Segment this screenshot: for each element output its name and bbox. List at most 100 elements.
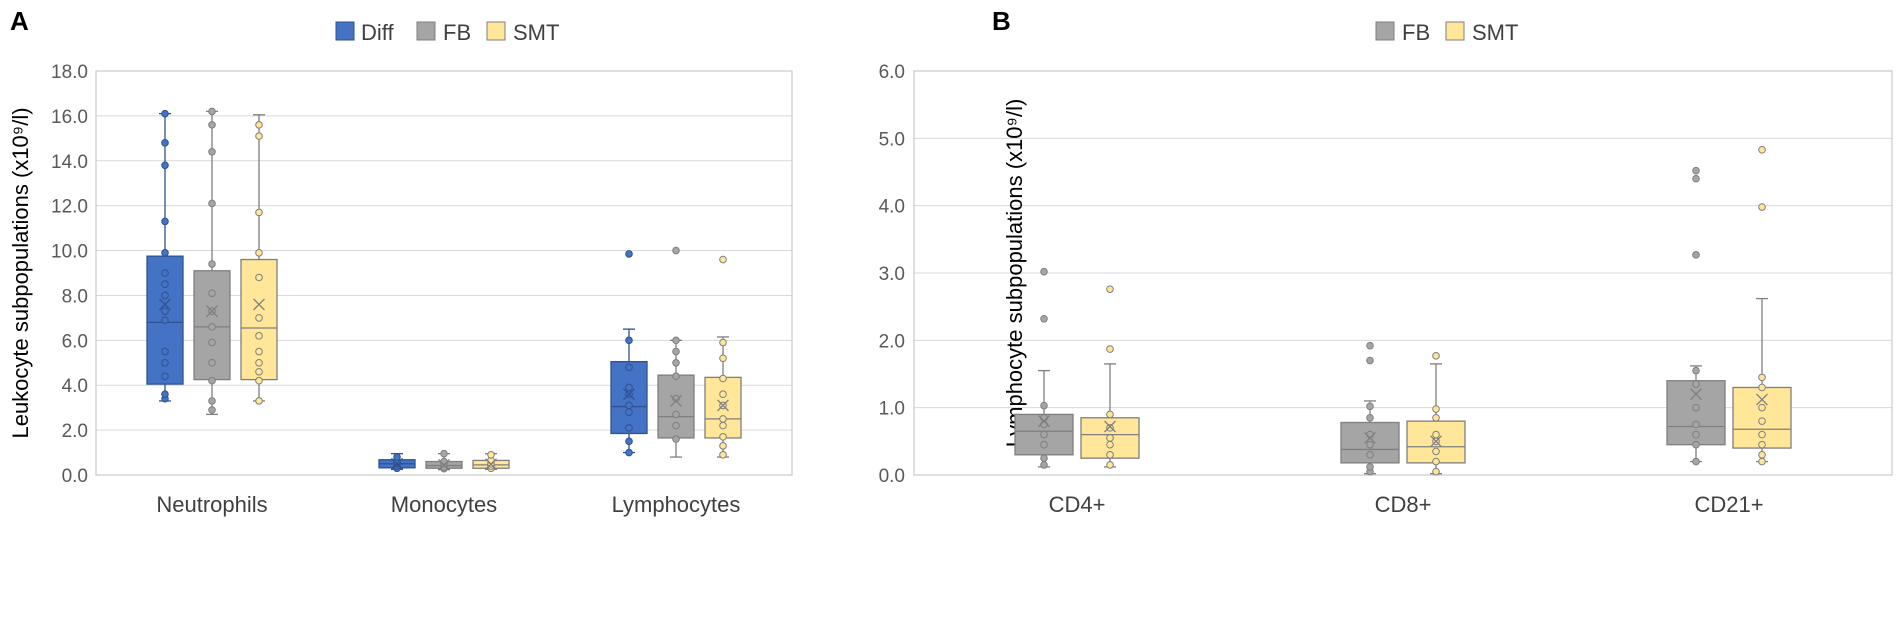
pa-y-tick-label: 14.0 [51, 152, 88, 173]
pa-lymphocytes-smt-point [719, 255, 727, 264]
pb-cd8-fb-point [1366, 356, 1374, 365]
pa-lymphocytes-smt-box-group [704, 255, 742, 459]
pb-y-tick-label: 1.0 [879, 399, 905, 420]
pb-cd4-smt-mean-stroke [1104, 420, 1116, 433]
pb-cd21-smt-point [1758, 440, 1766, 449]
pa-neutrophils-fb-mean-stroke [206, 305, 218, 318]
pa-neutrophils-smt-point [255, 121, 263, 129]
pb-cd4-fb-point [1040, 401, 1048, 410]
pb-cd4-smt-point [1106, 461, 1114, 469]
pb-cd8-fb-point [1366, 451, 1374, 459]
pb-cd4-fb-point [1040, 461, 1048, 469]
pb-cd8-fb-point [1366, 413, 1374, 422]
pa-lymphocytes-fb-point [672, 421, 680, 430]
pa-neutrophils-diff-point [161, 347, 169, 356]
pa-neutrophils-diff-mean-stroke [159, 298, 171, 311]
pb-cd4-smt-mean-marker [1104, 420, 1116, 433]
pb-cd8-fb-box-group [1340, 341, 1400, 476]
legend-swatch-fb-b [1375, 21, 1395, 41]
pb-cd4-fb-mean-stroke [1038, 415, 1050, 428]
panel-b-chart: 0.0 1.0 2.0 3.0 4.0 5.0 6.0 Lymphocyte subpopul… [879, 62, 1893, 517]
pa-neutrophils-fb-point [208, 199, 216, 208]
pa-y-tick-label: 8.0 [62, 286, 88, 307]
pa-monocytes-fb-point [440, 457, 448, 466]
pa-neutrophils-fb-point [208, 323, 216, 331]
pa-lymphocytes-smt-point [719, 442, 727, 450]
pa-y-tick-label: 6.0 [62, 331, 88, 352]
pa-neutrophils-fb-point [208, 397, 216, 405]
pb-cd21-smt-box-group [1732, 145, 1792, 466]
pa-lymphocytes-fb-point [672, 435, 680, 443]
pb-cd21-fb-point [1692, 420, 1700, 429]
pa-y-tick-label: 10.0 [51, 242, 88, 263]
pa-lymphocytes-fb-mean-stroke [670, 394, 682, 407]
pb-cd21-fb-point [1692, 430, 1700, 439]
pa-neutrophils-diff-point [161, 269, 169, 277]
legend-label-smt-b: SMT [1472, 20, 1518, 45]
panel-a-legend: Diff FB SMT [335, 20, 559, 45]
pa-neutrophils-fb-point [208, 289, 216, 298]
pa-lymphocytes-diff-point [625, 250, 633, 258]
pa-monocytes-diff-box-group [378, 453, 416, 473]
pa-neutrophils-fb-point [208, 406, 216, 414]
pa-neutrophils-smt-point [255, 249, 263, 257]
legend-swatch-fb [416, 21, 436, 41]
pb-cd21-fb-point [1692, 166, 1700, 175]
pa-lymphocytes-smt-point [719, 421, 727, 430]
pa-lymphocytes-fb-point [672, 336, 680, 345]
pa-neutrophils-smt-point [255, 367, 263, 376]
pa-lymphocytes-smt-point [719, 415, 727, 423]
pa-neutrophils-diff-point [161, 291, 169, 300]
pb-cd8-fb-point [1366, 402, 1374, 411]
pa-lymphocytes-diff-point [625, 424, 633, 432]
pb-y-tick-label: 5.0 [879, 129, 905, 150]
pa-neutrophils-fb-point [208, 148, 216, 156]
pa-neutrophils-smt-point [255, 332, 263, 340]
pa-plot-frame [95, 70, 793, 476]
pa-monocytes-smt-mean-marker [485, 458, 497, 471]
pa-lymphocytes-smt-point [719, 354, 727, 363]
legend-label-smt: SMT [513, 20, 559, 45]
pa-lymphocytes-smt-point [719, 390, 727, 399]
pa-neutrophils-diff-point [161, 358, 169, 367]
pb-cd21-smt-mean-marker [1756, 393, 1768, 406]
pb-cd8-smt-box-group [1406, 352, 1466, 476]
pb-cd4-smt-point [1106, 451, 1114, 459]
pa-neutrophils-diff-mean-marker [159, 298, 171, 311]
pa-monocytes-fb-mean-stroke [438, 458, 450, 471]
pa-y-axis-label: Leukocyte subpopulations (x10⁹/l) [8, 107, 33, 438]
pb-cd4-smt-point [1106, 434, 1114, 442]
pb-cd8-fb-mean-stroke [1364, 432, 1376, 444]
pa-lymphocytes-diff-point [625, 437, 633, 446]
pb-cd4-smt-point [1106, 345, 1114, 353]
pa-lymphocytes-smt-point [719, 374, 727, 383]
pa-neutrophils-diff-point [161, 139, 169, 147]
pb-cd21-fb-point [1692, 251, 1700, 259]
legend-label-fb-b: FB [1402, 20, 1430, 45]
pa-lymphocytes-diff-mean-stroke [623, 388, 635, 401]
pb-cd4-fb-point [1040, 413, 1048, 422]
pa-monocytes-diff-point [393, 453, 401, 461]
pb-cd21-fb-point [1692, 380, 1700, 388]
pb-cd21-fb-point [1692, 174, 1700, 183]
pb-cd4-smt-point [1106, 424, 1114, 432]
pa-lymphocytes-smt-mean-stroke [717, 399, 729, 412]
pa-lymphocytes-diff-point [625, 363, 633, 372]
pb-cd8-smt-mean-marker [1430, 435, 1442, 448]
pa-lymphocytes-diff-point [625, 336, 633, 345]
pa-lymphocytes-diff-point [625, 401, 633, 410]
pa-neutrophils-fb-mean-marker [206, 305, 218, 318]
pb-cd8-smt-point [1432, 447, 1440, 456]
legend-swatch-smt [486, 21, 506, 41]
pa-neutrophils-smt-mean-marker [253, 298, 265, 311]
pa-y-tick-label: 2.0 [62, 421, 88, 442]
pa-lymphocytes-fb-point [672, 358, 680, 367]
pa-neutrophils-fb-point [208, 260, 216, 268]
pa-lymphocytes-diff-mean-marker [623, 388, 635, 401]
pa-lymphocytes-smt-point [719, 451, 727, 459]
pb-cd21-fb-mean-stroke [1690, 388, 1702, 401]
pb-cd4-fb-point [1040, 267, 1048, 276]
pa-lymphocytes-smt-point [719, 338, 727, 347]
